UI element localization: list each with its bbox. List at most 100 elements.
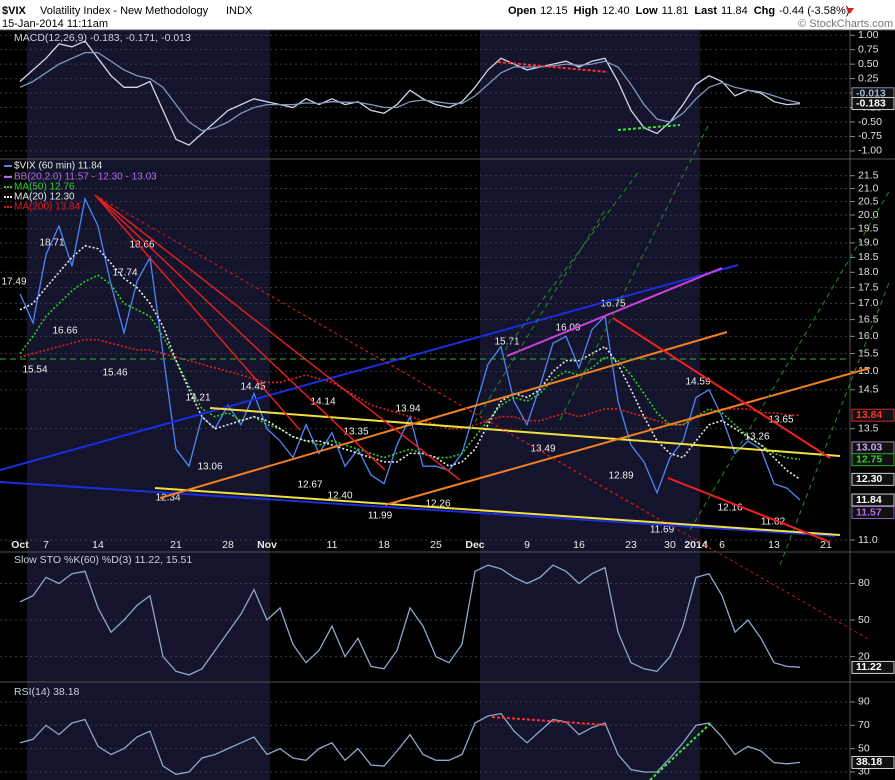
y-tick-label: -0.75 (858, 130, 882, 142)
price-label: 14.21 (185, 393, 210, 404)
price-label: 13.94 (395, 404, 420, 415)
x-tick-label: 30 (664, 539, 676, 551)
price-label: 13.65 (768, 415, 793, 426)
y-tick-label: 16.5 (858, 313, 879, 325)
x-tick-label: 13 (768, 539, 780, 551)
badge-box (851, 506, 895, 519)
trend-line (94, 194, 661, 521)
price-label: 17.49 (1, 277, 26, 288)
y-tick-label: 20 (858, 650, 870, 662)
y-tick-label: 17.5 (858, 281, 879, 293)
x-tick-label: 28 (222, 539, 234, 551)
timestamp: 15-Jan-2014 11:11am (2, 18, 108, 30)
security-name: Volatility Index - New Methodology (40, 5, 209, 17)
price-label: 17.74 (112, 268, 137, 279)
price-label: 11.82 (761, 517, 786, 528)
x-tick-label: 18 (378, 539, 390, 551)
badge-label: 11.57 (856, 506, 882, 518)
y-tick-label: 30 (858, 766, 870, 778)
header-band (0, 0, 895, 30)
trend-line (559, 121, 711, 421)
trend-line (0, 264, 739, 471)
trend-line (689, 189, 891, 531)
trend-line (209, 407, 841, 457)
price-label: 13.06 (197, 462, 222, 473)
x-tick-label: 25 (430, 539, 442, 551)
price-label: 12.40 (327, 491, 352, 502)
legend-label: $VIX (60 min) 11.84 (14, 161, 103, 172)
y-tick-label: -1.00 (858, 145, 882, 157)
divergence-line (617, 124, 681, 131)
price-label: 16.66 (52, 326, 77, 337)
x-tick-label: 6 (719, 539, 725, 551)
x-tick-label: Nov (257, 539, 277, 551)
price-label: 15.71 (494, 337, 519, 348)
price-label: 13.35 (343, 427, 368, 438)
price-label: 12.34 (155, 493, 180, 504)
badge-label: 11.84 (856, 494, 882, 506)
y-tick-label: 21.0 (858, 182, 879, 194)
exchange: INDX (226, 5, 253, 17)
y-tick-label: 18.5 (858, 251, 879, 263)
y-tick-label: 70 (858, 719, 870, 731)
quote-label: Open (508, 5, 536, 17)
quote: Open 12.15 High 12.40 Low 11.81 Last 11.84 Chg -0… (508, 5, 849, 17)
month-band (480, 30, 700, 780)
panel-legend: Slow STO %K(60) %D(3) 11.22, 15.51 (14, 554, 192, 566)
trend-line (384, 367, 871, 506)
x-tick-label: 21 (170, 539, 182, 551)
quote-label: Chg (754, 5, 775, 17)
trend-line (779, 279, 891, 566)
y-tick-label: 1.00 (858, 29, 879, 41)
y-tick-label: 20.0 (858, 209, 879, 221)
badge-label: 13.84 (856, 409, 882, 421)
quote-label: High (574, 5, 599, 17)
y-tick-label: 15.0 (858, 365, 879, 377)
price-label: 18.66 (129, 240, 154, 251)
series-line (19, 274, 801, 461)
badge-label: 12.75 (856, 454, 882, 466)
badge-label: 12.30 (856, 473, 882, 485)
y-tick-label: 0.75 (858, 43, 879, 55)
panel-legend: MACD(12,26,9) -0.183, -0.171, -0.013 (14, 32, 191, 44)
trend-lines (0, 61, 891, 780)
y-tick-label: 80 (858, 577, 870, 589)
legend-label: MA(200) 13.84 (14, 202, 81, 213)
badge-box (851, 408, 895, 422)
x-tick-label: Dec (465, 539, 484, 551)
x-tick-label: 9 (524, 539, 530, 551)
trend-line (612, 317, 831, 459)
x-tick-label: 14 (92, 539, 104, 551)
divergence-line (649, 721, 713, 780)
price-label: 13.26 (744, 432, 769, 443)
y-tick-label: 13.5 (858, 422, 879, 434)
divergence-line (491, 716, 608, 726)
badge-label: -0.183 (856, 97, 886, 109)
badge-box (851, 453, 895, 467)
x-tick-label: 2014 (684, 539, 708, 551)
trend-line (94, 194, 386, 471)
quote-value: 12.15 (540, 5, 568, 17)
badge-label: 11.22 (856, 661, 882, 673)
price-label: 13.49 (530, 444, 555, 455)
y-tick-label: 20.5 (858, 195, 879, 207)
badge-box (851, 472, 895, 486)
trend-line (154, 487, 841, 536)
y-tick-label: 15.5 (858, 347, 879, 359)
x-tick-label: 23 (625, 539, 637, 551)
series-line (19, 51, 801, 132)
trend-line (159, 331, 728, 499)
badge-box (851, 756, 895, 769)
y-tick-label: 0.25 (858, 72, 879, 84)
trend-line (94, 194, 301, 431)
y-tick-label: 14.5 (858, 384, 879, 396)
y-tick-label: -0.50 (858, 116, 882, 128)
series-line (19, 564, 801, 676)
price-label: 12.89 (608, 471, 633, 482)
price-label: 14.45 (240, 382, 265, 393)
watermark: © StockCharts.com (798, 18, 893, 30)
x-tick-label: Oct (11, 539, 29, 551)
y-tick-label: 17.0 (858, 297, 879, 309)
y-tick-label: 50 (858, 742, 870, 754)
